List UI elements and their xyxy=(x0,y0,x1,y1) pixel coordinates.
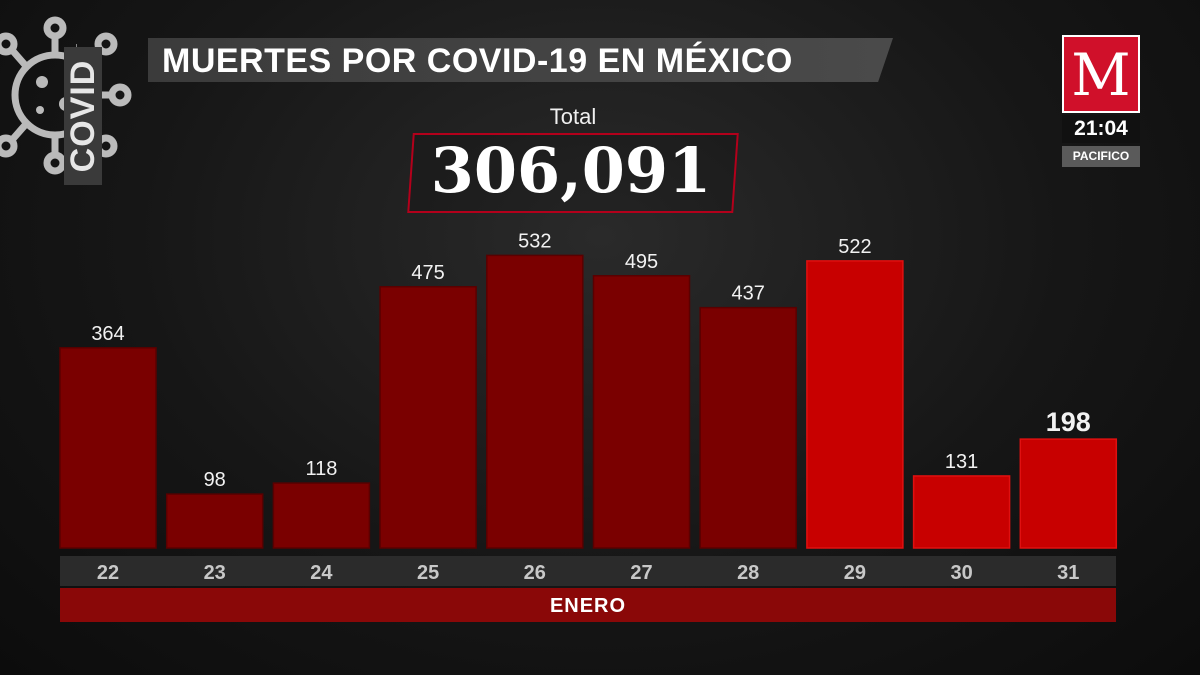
virus-icon xyxy=(0,16,132,175)
x-tick-label-22: 22 xyxy=(97,562,119,584)
time-zone: PACIFICO xyxy=(1062,146,1140,167)
title-banner xyxy=(148,38,893,82)
bar-23 xyxy=(165,493,264,549)
value-label-31: 198 xyxy=(1046,407,1091,437)
x-axis-label: ENERO xyxy=(549,595,627,617)
value-label-22: 364 xyxy=(91,323,124,345)
value-label-29: 522 xyxy=(838,236,871,258)
x-tick-label-30: 30 xyxy=(950,562,972,584)
x-tick-strip xyxy=(60,556,1116,586)
value-label-30: 131 xyxy=(945,451,978,473)
bar-27 xyxy=(592,275,691,549)
bar-31 xyxy=(1019,438,1118,549)
bar-30 xyxy=(912,475,1011,549)
value-label-25: 475 xyxy=(411,262,444,284)
month-band xyxy=(60,588,1116,622)
value-label-26: 532 xyxy=(518,230,551,252)
x-tick-label-24: 24 xyxy=(310,562,333,584)
value-label-28: 437 xyxy=(732,283,765,305)
value-label-23: 98 xyxy=(204,469,226,491)
x-tick-label-27: 27 xyxy=(630,562,652,584)
x-tick-label-23: 23 xyxy=(204,562,226,584)
x-tick-label-26: 26 xyxy=(524,562,546,584)
bar-25 xyxy=(379,286,477,549)
bar-28 xyxy=(699,306,797,549)
bar-24 xyxy=(272,482,371,549)
x-tick-label-28: 28 xyxy=(737,562,759,584)
x-tick-label-25: 25 xyxy=(417,562,439,584)
value-label-24: 118 xyxy=(305,458,337,480)
x-tick-label-29: 29 xyxy=(844,562,866,584)
brand-logo: M xyxy=(1062,35,1140,113)
clock-time: 21:04 xyxy=(1062,115,1140,143)
total-value: 306,091 xyxy=(430,134,712,207)
total-label: Total xyxy=(549,104,597,129)
bar-26 xyxy=(486,254,584,549)
value-label-27: 495 xyxy=(625,251,658,273)
bar-22 xyxy=(59,347,157,549)
x-tick-label-31: 31 xyxy=(1057,562,1079,584)
chart-title: MUERTES POR COVID-19 EN MÉXICO xyxy=(162,42,793,80)
bar-29 xyxy=(806,260,904,549)
brand-logo-letter: M xyxy=(1071,41,1131,109)
